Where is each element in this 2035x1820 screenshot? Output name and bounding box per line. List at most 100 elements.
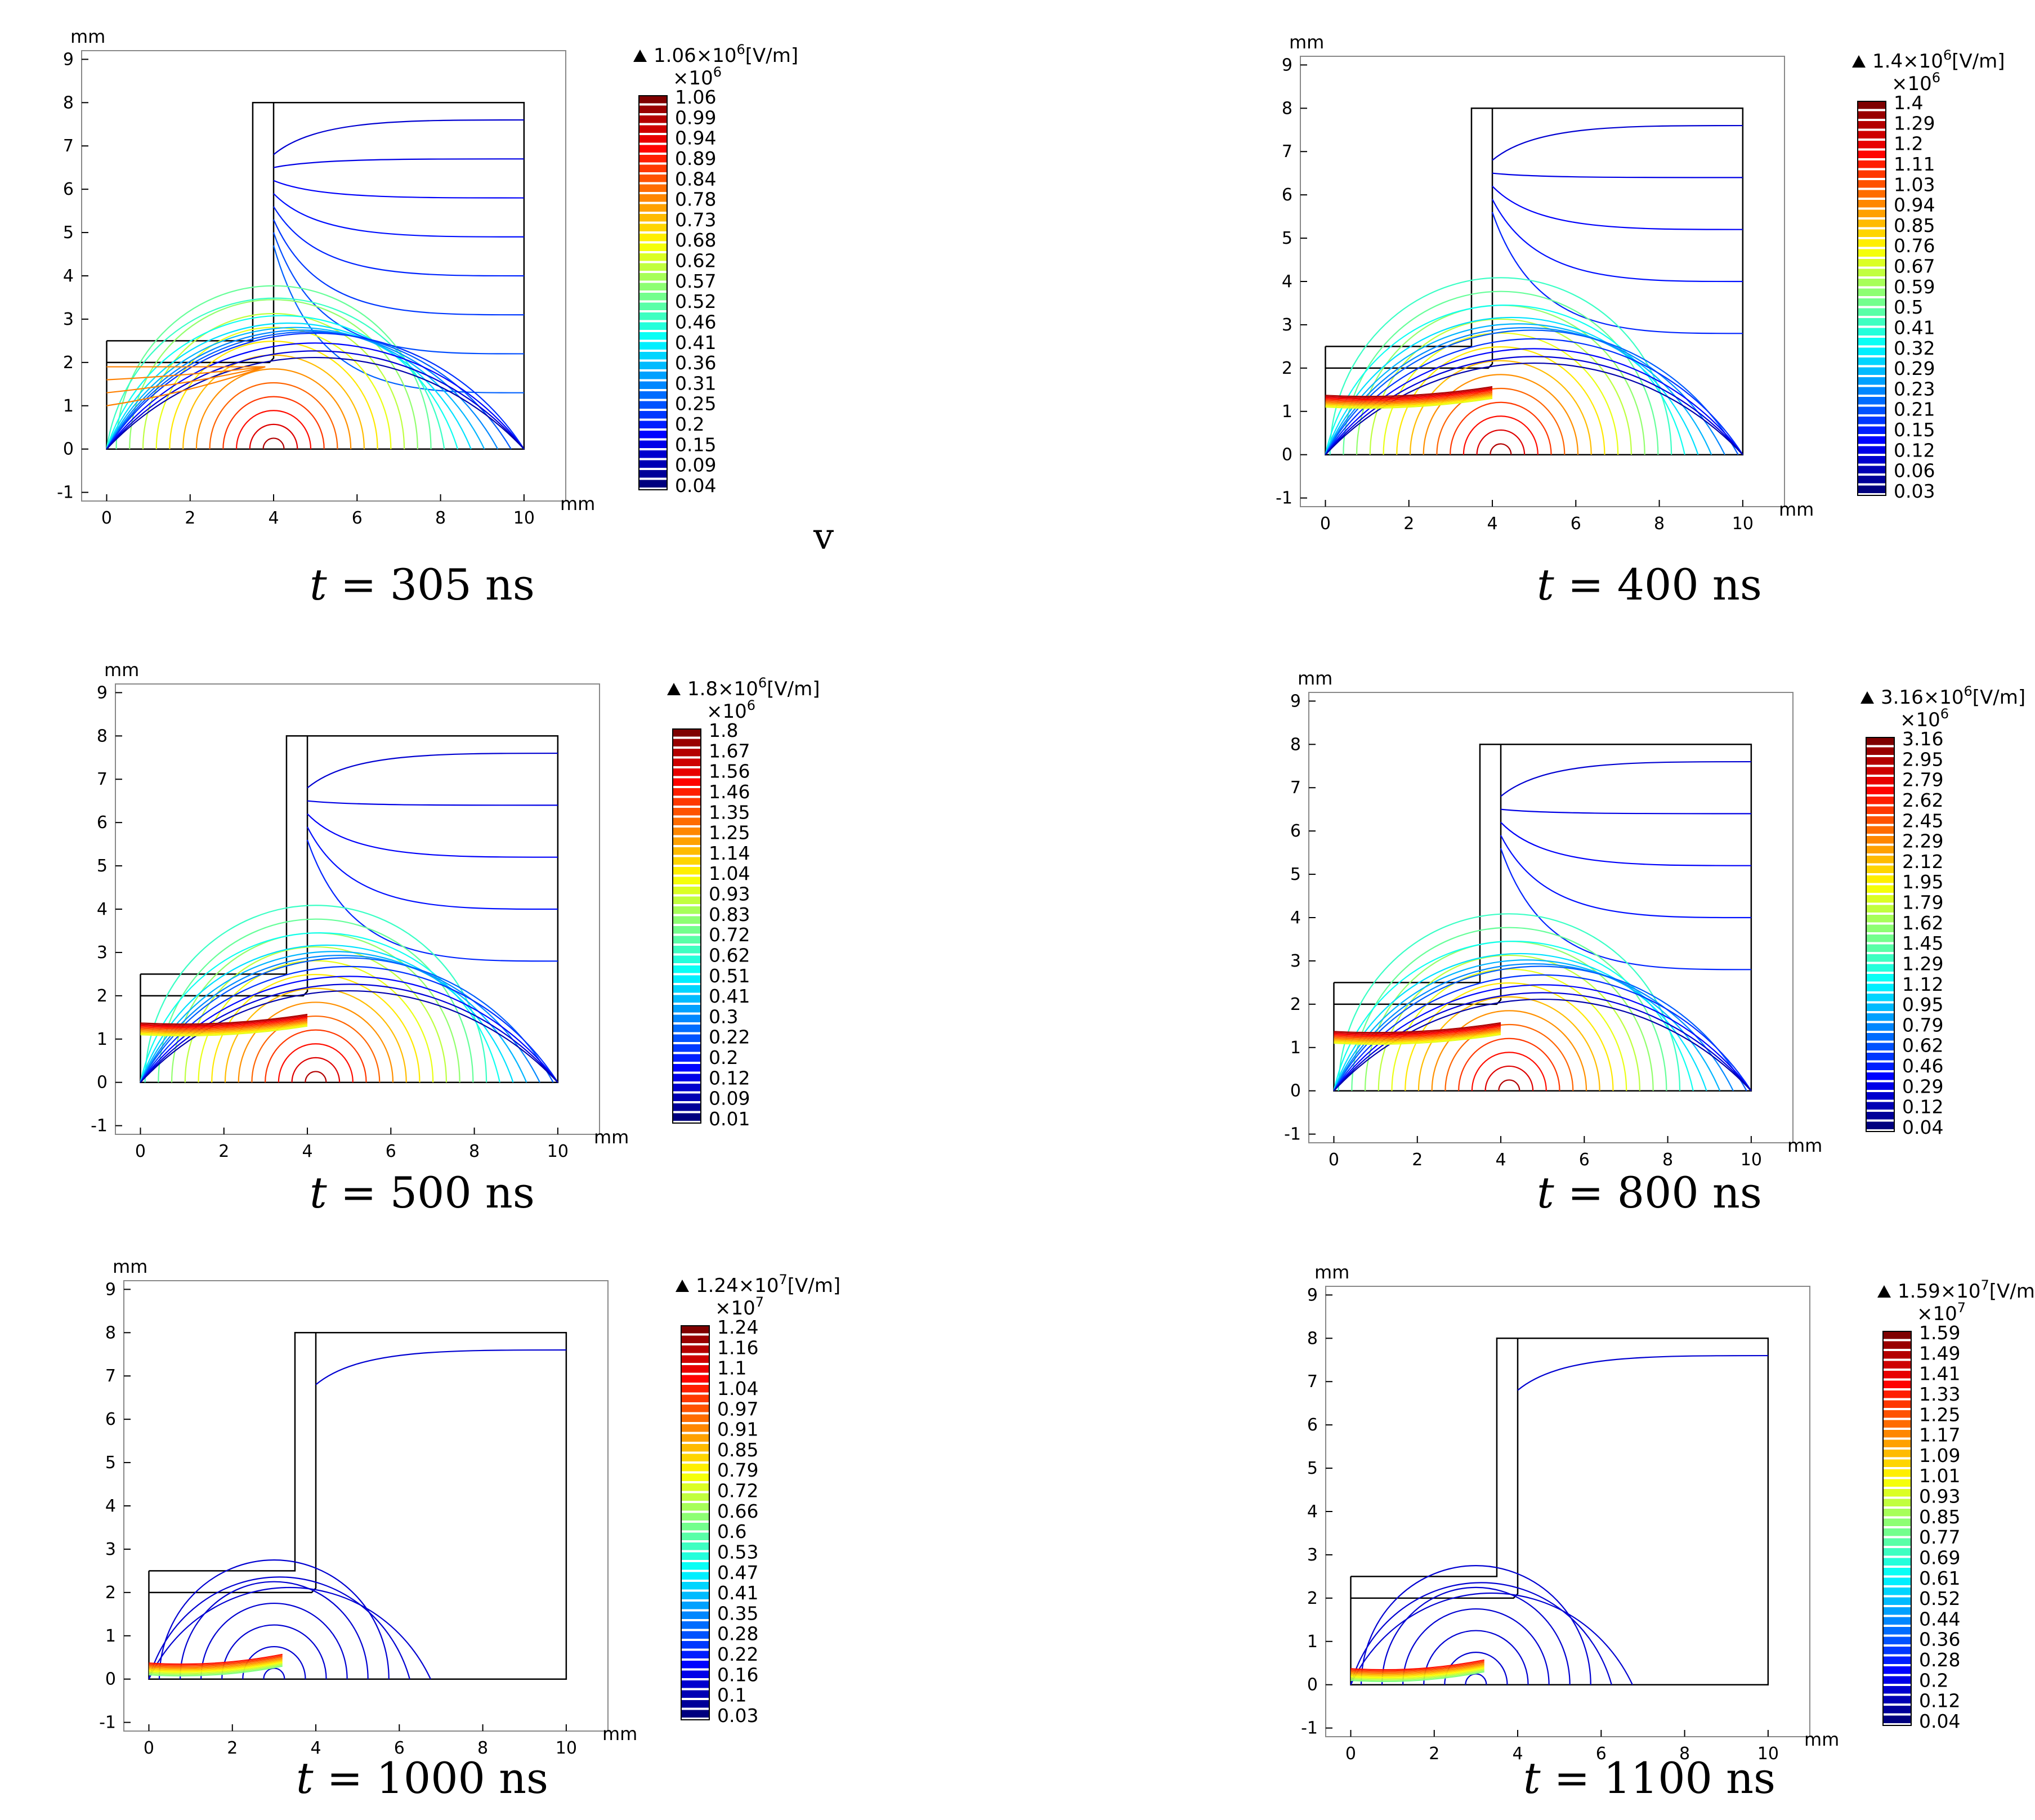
colorbar-band <box>1866 905 1894 913</box>
colorbar-value: 1.03 <box>1894 173 1935 195</box>
colorbar-value: 1.06 <box>675 86 716 108</box>
max-mantissa: 1.06×10 <box>654 44 736 67</box>
caption-value: 800 ns <box>1617 1168 1762 1218</box>
scale-base: ×10 <box>673 67 713 90</box>
fan-contour <box>1338 913 1681 1091</box>
colorbar-band <box>1883 1706 1911 1714</box>
electrode-boundary <box>106 102 275 364</box>
colorbar-band <box>1883 1548 1911 1556</box>
colorbar-value: 0.46 <box>1902 1055 1943 1077</box>
x-tick-label: 6 <box>1596 1744 1607 1764</box>
colorbar-band <box>1883 1528 1911 1536</box>
colorbar-band <box>673 1025 701 1032</box>
fan-contour <box>140 990 558 1083</box>
colorbar-value: 1.56 <box>709 761 750 782</box>
colorbar-value: 1.67 <box>709 740 750 762</box>
colorbar-band <box>1858 308 1886 316</box>
x-tick-label: 4 <box>1512 1744 1523 1764</box>
colorbar-band <box>1883 1607 1911 1615</box>
colorbar-band <box>1866 924 1894 932</box>
fan-contour <box>106 350 525 450</box>
y-tick-label: 5 <box>105 1453 116 1473</box>
fan-contour <box>1333 999 1752 1092</box>
x-tick-label: 10 <box>547 1142 569 1161</box>
colorbar-band <box>1866 1072 1894 1080</box>
fan-contour <box>182 354 365 449</box>
streamer-contour <box>1350 1668 1484 1680</box>
domain-boundary <box>140 735 559 1083</box>
colorbar-band <box>639 283 667 290</box>
fan-contour <box>235 410 312 449</box>
panel-2: 0 2 4 6 8 10-10123456789mmmm1.41.291.21.111.0… <box>1276 32 2005 534</box>
panel-5: 0 2 4 6 8 10-10123456789mmmm1.241.161.11.040.… <box>99 1256 840 1758</box>
colorbar-band <box>1866 895 1894 903</box>
colorbar-value: 1.25 <box>709 822 750 844</box>
colorbar-band <box>1883 1715 1911 1723</box>
colorbar-scale: ×106 <box>1891 70 1940 95</box>
fan-contour <box>1333 965 1747 1092</box>
fan-contour <box>106 315 459 450</box>
y-tick-label: 8 <box>105 1323 116 1343</box>
colorbar-band <box>1866 934 1894 942</box>
y-tick-label: 9 <box>1307 1285 1318 1305</box>
y-tick-label: 0 <box>63 440 74 459</box>
contour-lines <box>1325 124 1743 455</box>
colorbar-value: 0.72 <box>709 924 750 946</box>
colorbar-value: 0.28 <box>1919 1649 1960 1671</box>
colorbar-band <box>681 1611 709 1619</box>
colorbar-value: 0.12 <box>1919 1690 1960 1712</box>
electrode-boundary <box>1350 1338 1519 1599</box>
colorbar-value: 3.16 <box>1902 728 1943 750</box>
streamer-contour <box>1334 1031 1501 1043</box>
colorbar-value: 0.91 <box>717 1419 758 1441</box>
fan-contour <box>1325 323 1712 455</box>
colorbar-value: 0.5 <box>1894 296 1923 318</box>
colorbar-band <box>1866 836 1894 844</box>
colorbar-band <box>639 431 667 439</box>
colorbar-band <box>673 837 701 845</box>
x-tick-label: 0 <box>135 1142 146 1161</box>
streamer-contour <box>1350 1670 1484 1681</box>
streamer-contour <box>149 1661 283 1673</box>
colorbar-value: 0.29 <box>1894 357 1935 379</box>
panel-1: 0 2 4 6 8 10-10123456789mmmm1.060.990.940.890… <box>57 26 798 528</box>
fan-contour <box>238 1001 394 1083</box>
colorbar-value: 0.97 <box>717 1398 758 1420</box>
caption-variable: t <box>310 560 327 610</box>
max-marker-icon <box>667 683 681 695</box>
colorbar-band <box>1883 1450 1911 1457</box>
colorbar-band <box>673 1005 701 1013</box>
domain-boundary <box>148 1332 567 1680</box>
x-tick-label: 6 <box>1571 514 1581 534</box>
fan-contour <box>1364 941 1654 1091</box>
streamer-contour <box>140 1022 308 1034</box>
colorbar-band <box>1883 1439 1911 1447</box>
y-tick-label: -1 <box>1284 1125 1301 1144</box>
colorbar-band <box>639 96 667 104</box>
streamer-contour <box>149 1665 283 1677</box>
colorbar-band <box>1866 777 1894 785</box>
streamer-contour <box>140 1019 308 1030</box>
colorbar-band <box>673 808 701 816</box>
max-unit: [V/m] <box>788 1275 840 1297</box>
fan-contour <box>251 1015 381 1083</box>
max-exponent: 7 <box>1980 1277 1989 1293</box>
fan-contour <box>1350 1592 1633 1685</box>
colorbar-band <box>1866 846 1894 853</box>
y-axis-unit: mm <box>70 26 105 47</box>
x-tick-label: 8 <box>477 1738 488 1758</box>
x-tick-label: 10 <box>556 1738 577 1758</box>
fan-contour <box>1409 360 1592 455</box>
max-marker-icon <box>1852 55 1866 68</box>
streamer-contour <box>140 1015 308 1026</box>
fan-contour <box>1381 1586 1571 1685</box>
colorbar-value: 0.2 <box>675 413 704 435</box>
colorbar-band <box>639 194 667 202</box>
colorbar-band <box>639 214 667 222</box>
x-tick-label: 4 <box>1487 514 1497 534</box>
max-field-label: 1.06×106[V/m] <box>654 42 798 67</box>
x-tick-label: 10 <box>513 508 535 528</box>
x-tick-label: 0 <box>1345 1744 1356 1764</box>
colorbar-value: 1.49 <box>1919 1342 1960 1364</box>
colorbar-band <box>1866 954 1894 962</box>
